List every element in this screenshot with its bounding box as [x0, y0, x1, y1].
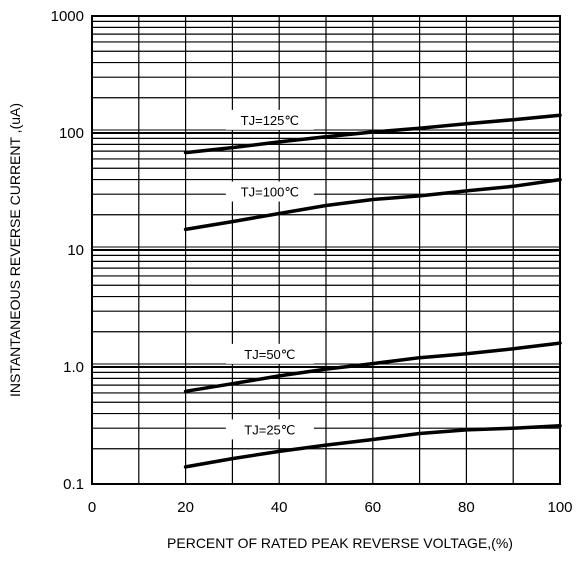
x-tick-label: 80: [458, 499, 475, 516]
x-axis-label: PERCENT OF RATED PEAK REVERSE VOLTAGE,(%…: [167, 535, 513, 551]
tick-labels: 0 20 40 60 80 100 0.1 1.0 10 100 1000: [51, 8, 573, 516]
series-label: TJ=100℃: [241, 185, 299, 200]
series-line: [183, 423, 562, 469]
series-label-background: [225, 181, 314, 202]
series-label: TJ=25℃: [244, 422, 295, 437]
series-label: TJ=50℃: [244, 347, 295, 362]
y-tick-label: 10: [67, 242, 84, 259]
series-label: TJ=125℃: [241, 113, 299, 128]
x-tick-label: 60: [364, 499, 381, 516]
series-line: [183, 113, 562, 155]
plot-frame: [91, 15, 561, 485]
series-labels: TJ=125℃ TJ=100℃ TJ=50℃ TJ=25℃: [225, 109, 314, 440]
y-tick-label: 100: [59, 125, 84, 142]
grid: [92, 16, 560, 484]
series-line: [183, 341, 562, 394]
y-axis-label: INSTANTANEOUS REVERSE CURRENT ,(uA): [7, 103, 23, 397]
x-tick-label: 20: [177, 499, 194, 516]
y-tick-label: 0.1: [63, 476, 84, 493]
series-lines: [183, 113, 562, 469]
series-label-background: [225, 343, 314, 364]
series-label-background: [225, 419, 314, 440]
series-line: [183, 177, 562, 232]
x-tick-label: 0: [88, 499, 96, 516]
y-tick-label: 1.0: [63, 359, 84, 376]
y-tick-label: 1000: [51, 8, 84, 25]
x-tick-label: 40: [271, 499, 288, 516]
x-tick-label: 100: [547, 499, 572, 516]
series-label-background: [225, 109, 314, 130]
